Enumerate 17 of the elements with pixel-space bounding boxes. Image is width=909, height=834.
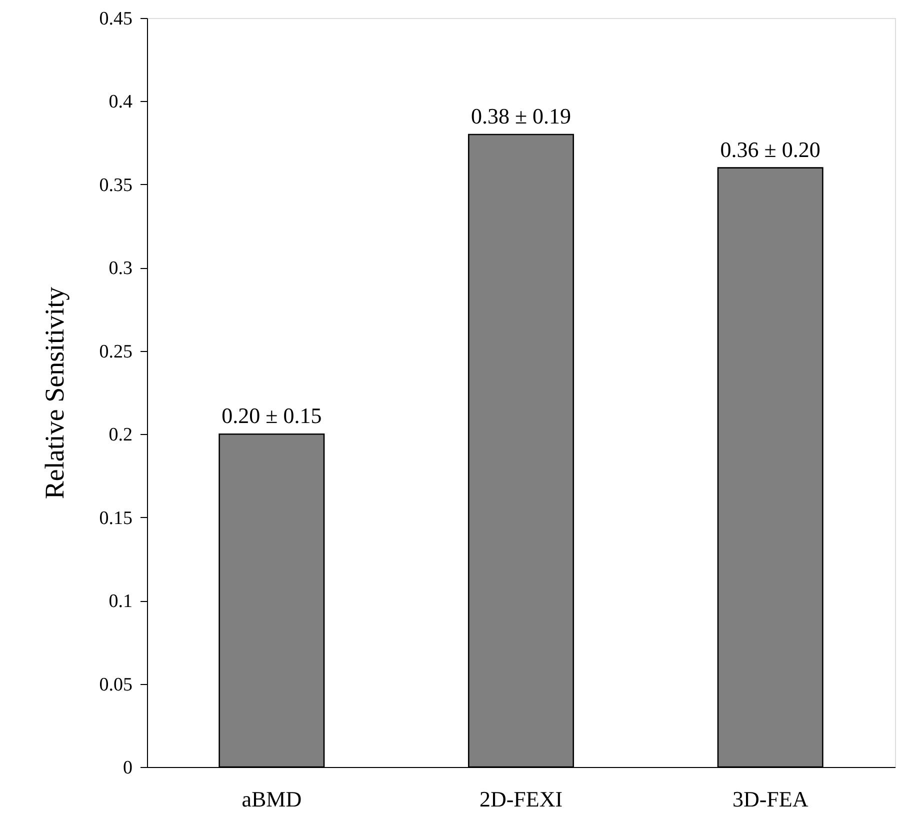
y-tick-label: 0 <box>123 758 132 778</box>
x-tick-label: aBMD <box>242 786 302 812</box>
y-tick-label: 0.25 <box>99 341 132 362</box>
x-tick-label: 3D-FEA <box>732 786 808 812</box>
y-tick-label: 0.4 <box>108 92 133 113</box>
data-label: 0.36 ± 0.20 <box>720 136 820 162</box>
y-tick-label: 0.15 <box>99 508 132 529</box>
data-label: 0.38 ± 0.19 <box>470 104 572 129</box>
data-label: 0.20 ± 0.15 <box>222 403 322 428</box>
y-tick-label: 0.35 <box>99 174 132 196</box>
x-tick-label: 2D-FEXI <box>479 786 563 812</box>
y-tick-label: 0.05 <box>99 674 132 696</box>
y-tick-label: 0.3 <box>108 258 132 280</box>
y-tick-label: 0.2 <box>108 424 132 446</box>
y-tick-label: 0.45 <box>99 8 132 30</box>
y-tick-label: 0.1 <box>108 591 132 612</box>
y-axis-title: Relative Sensitivity <box>39 286 70 500</box>
